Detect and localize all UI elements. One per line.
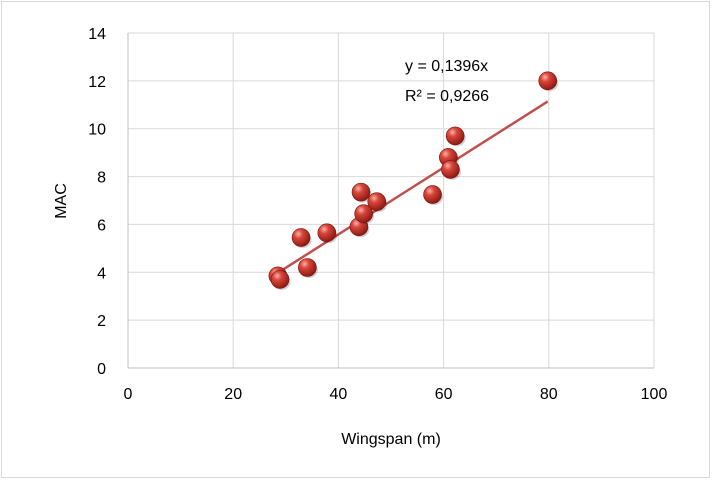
data-points: [268, 71, 559, 290]
data-point: [317, 223, 337, 243]
x-tick-label: 100: [641, 386, 668, 403]
y-tick-label: 2: [97, 313, 106, 330]
data-point: [367, 192, 387, 211]
data-point: [445, 126, 465, 146]
data-point: [291, 228, 311, 247]
x-axis-title: Wingspan (m): [341, 431, 441, 448]
data-point: [441, 160, 460, 179]
trendline: [277, 100, 549, 274]
tick-labels: 0 2 4 6 8 10 12 14 0 20 40 60 80 100: [88, 26, 667, 403]
data-point: [538, 71, 558, 91]
y-tick-label: 8: [97, 170, 106, 187]
data-point: [298, 258, 317, 277]
r-squared-label: R² = 0,9266: [405, 88, 489, 105]
y-tick-label: 6: [97, 217, 106, 234]
x-tick-label: 60: [435, 386, 453, 403]
y-tick-label: 12: [88, 74, 106, 91]
trendline-layer: [277, 100, 549, 274]
data-point: [351, 182, 371, 202]
gridlines: [128, 32, 655, 368]
axes: [127, 33, 654, 369]
x-tick-label: 20: [224, 386, 242, 403]
y-tick-label: 0: [97, 361, 106, 378]
x-tick-label: 80: [540, 386, 558, 403]
data-point: [354, 204, 373, 223]
y-axis-title: MAC: [53, 183, 70, 219]
x-tick-label: 40: [330, 386, 348, 403]
data-point: [423, 185, 442, 204]
data-point: [270, 270, 290, 289]
y-tick-label: 4: [97, 265, 106, 282]
y-tick-label: 10: [88, 122, 106, 139]
trendline-equation: y = 0,1396x: [405, 58, 488, 75]
y-tick-label: 14: [88, 26, 106, 43]
x-tick-label: 0: [124, 386, 133, 403]
